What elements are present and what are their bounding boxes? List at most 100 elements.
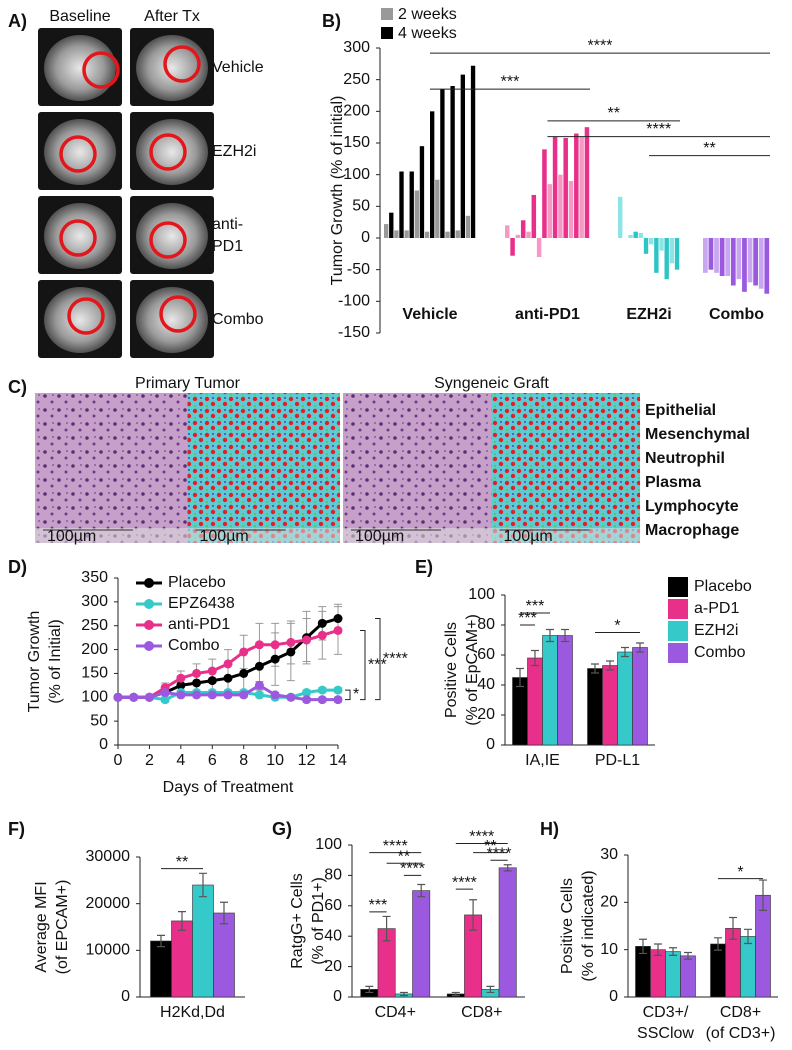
bar	[628, 235, 632, 238]
x-tick-label: CD3+/	[643, 1004, 689, 1021]
point	[192, 669, 201, 678]
y-tick-label: 10	[600, 941, 618, 958]
group-label: Combo	[709, 306, 764, 323]
legend-swatch	[668, 643, 688, 663]
y-axis-label: Tumor Growth (% of initial)	[329, 96, 346, 286]
cell-type-label: Plasma	[645, 474, 701, 491]
point	[255, 690, 264, 699]
bar	[499, 868, 516, 997]
bar	[516, 235, 521, 238]
point	[286, 647, 295, 656]
bar	[639, 233, 643, 238]
bar	[703, 238, 708, 273]
x-tick-label: 10	[266, 752, 284, 769]
point	[271, 655, 280, 664]
row-label: EZH2i	[212, 143, 256, 160]
significance-label: ***	[369, 897, 388, 914]
y-axis-label: (% of EpCAM+)	[464, 614, 481, 726]
segmentation-image	[492, 393, 641, 543]
legend-label: Placebo	[168, 574, 226, 591]
point	[192, 678, 201, 687]
column-header: After Tx	[144, 8, 200, 25]
y-axis-label: Average MFI	[33, 881, 50, 972]
y-tick-label: 200	[343, 103, 370, 120]
bar	[579, 137, 584, 238]
legend-swatch	[668, 577, 688, 597]
point	[176, 674, 185, 683]
y-axis-label: (of EPCAM+)	[54, 880, 71, 975]
significance-label: ***	[501, 73, 520, 90]
bar	[681, 956, 696, 997]
bar	[665, 238, 669, 279]
y-tick-label: 250	[81, 617, 108, 634]
legend-label: 4 weeks	[398, 25, 457, 42]
y-tick-label: 100	[81, 689, 108, 706]
bar	[471, 66, 475, 238]
point	[286, 693, 295, 702]
row-label: Vehicle	[212, 59, 264, 76]
bar	[603, 666, 618, 746]
segmentation-image	[188, 393, 341, 543]
y-tick-label: 0	[361, 229, 370, 246]
bar	[759, 238, 764, 289]
y-tick-label: 10000	[86, 942, 131, 959]
bar	[709, 238, 714, 270]
bar	[384, 224, 388, 238]
bar	[742, 238, 747, 292]
y-tick-label: 150	[343, 134, 370, 151]
bar	[737, 238, 742, 279]
panel-label: B)	[322, 11, 341, 31]
y-axis-label: Tumor Growth	[26, 611, 43, 713]
bar	[644, 238, 648, 254]
point	[318, 695, 327, 704]
y-axis-label: (% of Initial)	[47, 619, 64, 703]
point	[318, 686, 327, 695]
cell-type-label: Neutrophil	[645, 450, 725, 467]
bar	[440, 89, 444, 238]
bar	[532, 195, 537, 238]
scale-bar-label: 100µm	[47, 528, 96, 545]
bar	[764, 238, 769, 294]
x-tick-label: SSClow	[637, 1025, 694, 1042]
column-header: Baseline	[49, 8, 110, 25]
significance-label: *	[353, 686, 359, 703]
x-tick-label: 14	[329, 752, 347, 769]
point	[129, 693, 138, 702]
y-axis-label: Positive Cells	[443, 622, 460, 718]
x-tick-label: PD-L1	[595, 752, 640, 769]
y-tick-label: -50	[347, 261, 370, 278]
panel-label: D)	[8, 557, 27, 577]
bar	[711, 944, 726, 997]
x-tick-label: 12	[298, 752, 316, 769]
bar	[574, 134, 579, 239]
bar	[569, 181, 574, 238]
x-tick-label: H2Kd,Dd	[160, 1004, 225, 1021]
significance-label: ****	[487, 845, 512, 862]
y-tick-label: 100	[315, 836, 342, 853]
bar	[553, 137, 558, 238]
significance-label: ****	[400, 861, 425, 878]
legend-marker	[144, 578, 154, 588]
y-tick-label: 250	[343, 71, 370, 88]
bar	[513, 678, 528, 746]
bar	[193, 885, 214, 997]
y-axis-label: (% of PD1+)	[310, 877, 327, 965]
y-tick-label: 150	[81, 665, 108, 682]
y-tick-label: 0	[99, 736, 108, 753]
bar	[634, 232, 638, 238]
panel-label: G)	[272, 819, 292, 839]
y-tick-label: -100	[338, 293, 370, 310]
panel-label: H)	[540, 819, 559, 839]
point	[255, 662, 264, 671]
bar	[588, 669, 603, 746]
bar	[753, 238, 758, 286]
cell-type-label: Macrophage	[645, 522, 739, 539]
cell-type-label: Epithelial	[645, 402, 716, 419]
x-tick-label: IA,IE	[525, 752, 560, 769]
point	[255, 640, 264, 649]
y-axis-label: (% of indicated)	[580, 870, 597, 981]
x-tick-label: 6	[208, 752, 217, 769]
bar	[633, 648, 648, 746]
mri-body	[44, 287, 116, 353]
bar	[461, 75, 465, 238]
